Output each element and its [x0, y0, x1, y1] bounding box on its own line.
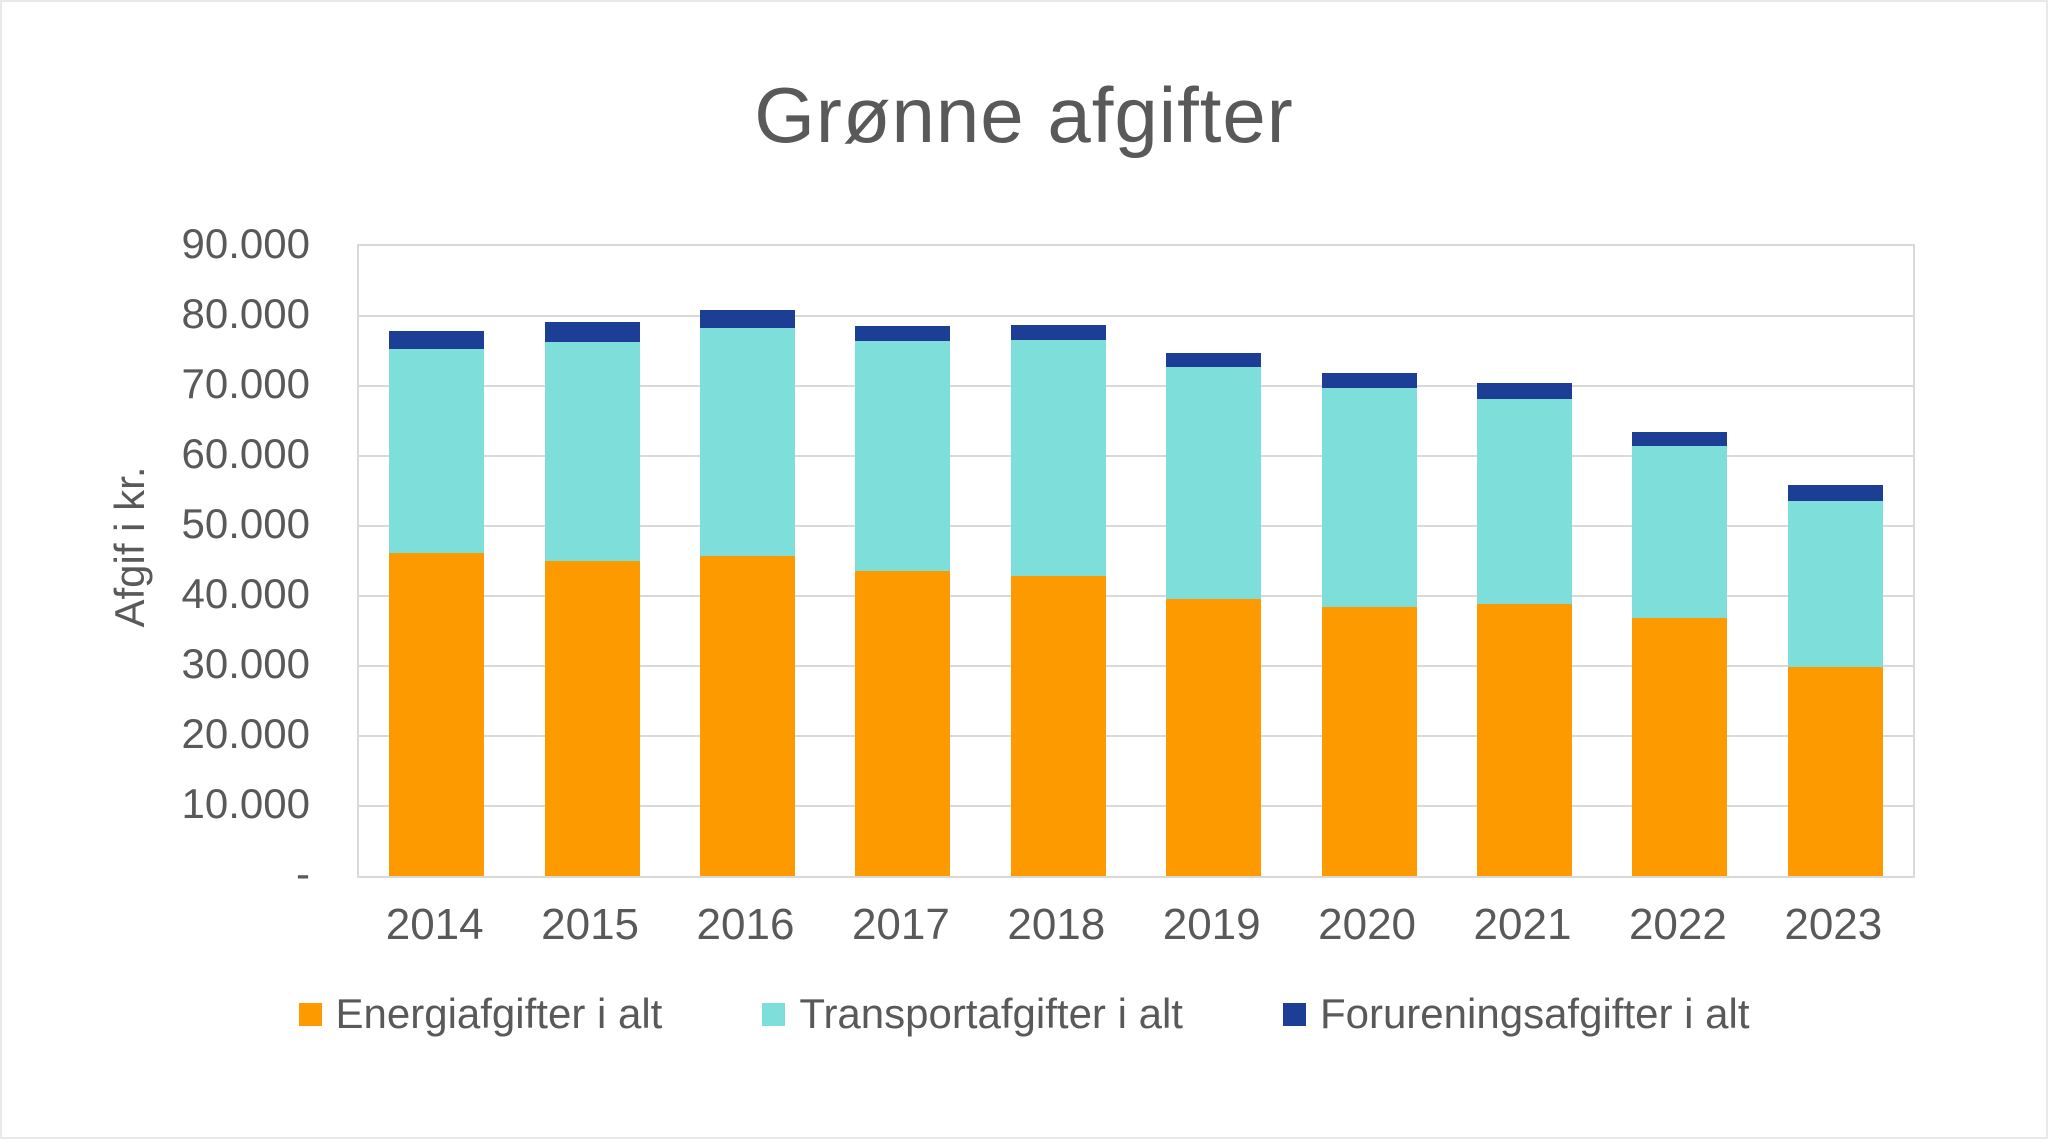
bar-segment-2015: [544, 322, 640, 342]
legend-item: Forureningsafgifter i alt: [1282, 990, 1750, 1038]
legend-swatch-icon: [1282, 1002, 1306, 1026]
plot-area: [357, 244, 1915, 878]
bar-2015: [544, 322, 640, 876]
bar-segment-2016: [700, 309, 795, 328]
bar-segment-2019: [1166, 598, 1262, 876]
gridline: [359, 455, 1913, 457]
legend-label: Transportafgifter i alt: [799, 990, 1183, 1037]
y-tick-label: 40.000: [181, 570, 310, 617]
x-tick-label: 2016: [696, 900, 795, 949]
gridline: [359, 315, 1913, 317]
legend-label: Energiafgifter i alt: [335, 990, 663, 1037]
bar-segment-2016: [700, 556, 795, 876]
y-tick-label: 30.000: [181, 640, 310, 687]
legend-label: Forureningsafgifter i alt: [1319, 990, 1750, 1037]
x-tick-label: 2014: [385, 900, 484, 949]
legend-item: Transportafgifter i alt: [762, 990, 1183, 1038]
chart-title: Grønne afgifter: [754, 71, 1294, 159]
legend-swatch-icon: [762, 1002, 786, 1026]
bar-segment-2014: [389, 331, 485, 349]
bar-segment-2022: [1632, 618, 1728, 876]
bar-2019: [1166, 353, 1262, 876]
x-tick-label: 2020: [1318, 900, 1417, 949]
bar-segment-2017: [855, 570, 951, 876]
bar-segment-2014: [389, 348, 485, 553]
bar-segment-2022: [1632, 446, 1728, 619]
legend-swatch-icon: [298, 1002, 322, 1026]
bar-segment-2020: [1321, 607, 1417, 876]
gridline: [359, 735, 1913, 737]
y-tick-label: 70.000: [181, 360, 310, 407]
bar-2016: [700, 309, 795, 876]
gridline: [359, 385, 1913, 387]
legend-item: Energiafgifter i alt: [298, 990, 663, 1038]
bar-segment-2019: [1166, 353, 1262, 368]
bar-segment-2017: [855, 325, 951, 342]
x-tick-label: 2015: [541, 900, 640, 949]
bar-segment-2020: [1321, 388, 1417, 608]
x-tick-label: 2021: [1473, 900, 1572, 949]
bar-2023: [1787, 485, 1883, 876]
bar-segment-2023: [1787, 485, 1883, 501]
bar-2017: [855, 325, 951, 876]
y-tick-label: 80.000: [181, 290, 310, 337]
y-tick-label: 50.000: [181, 500, 310, 547]
bar-segment-2018: [1010, 339, 1106, 576]
y-tick-label: -: [296, 850, 310, 897]
x-tick-label: 2022: [1628, 900, 1727, 949]
y-tick-label: 20.000: [181, 710, 310, 757]
bar-segment-2017: [855, 341, 951, 571]
x-tick-label: 2017: [851, 900, 950, 949]
y-tick-label: 60.000: [181, 430, 310, 477]
bar-segment-2021: [1477, 399, 1572, 605]
bar-segment-2018: [1010, 325, 1106, 340]
bar-2018: [1010, 325, 1106, 876]
bar-segment-2015: [544, 561, 640, 876]
y-tick-label: 10.000: [181, 780, 310, 827]
bar-segment-2014: [389, 552, 485, 876]
gridline: [359, 595, 1913, 597]
bar-segment-2015: [544, 341, 640, 561]
bar-2020: [1321, 373, 1417, 876]
bar-segment-2023: [1787, 500, 1883, 667]
gridline: [359, 665, 1913, 667]
bar-2022: [1632, 432, 1728, 876]
gridline: [359, 805, 1913, 807]
legend: Energiafgifter i alt Transportafgifter i …: [2, 990, 2046, 1038]
bar-segment-2020: [1321, 373, 1417, 389]
y-tick-label: 90.000: [181, 220, 310, 267]
bar-segment-2018: [1010, 575, 1106, 876]
x-tick-label: 2018: [1007, 900, 1106, 949]
gridline: [359, 525, 1913, 527]
x-tick-label: 2019: [1162, 900, 1261, 949]
bar-segment-2021: [1477, 383, 1572, 400]
bar-segment-2023: [1787, 666, 1883, 876]
bar-segment-2022: [1632, 432, 1728, 447]
bar-2021: [1477, 383, 1572, 876]
bar-segment-2019: [1166, 367, 1262, 599]
bar-segment-2016: [700, 327, 795, 557]
bar-2014: [389, 331, 485, 876]
bar-segment-2021: [1477, 604, 1572, 876]
x-tick-label: 2023: [1784, 900, 1883, 949]
